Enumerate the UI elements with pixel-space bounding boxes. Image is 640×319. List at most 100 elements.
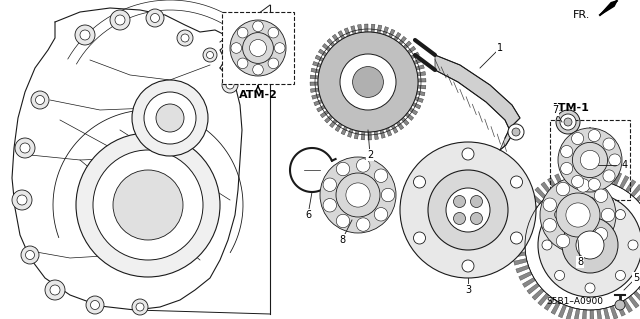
Polygon shape [411,52,419,59]
Text: 2: 2 [367,150,373,160]
Polygon shape [535,187,547,199]
Polygon shape [628,295,639,308]
Polygon shape [586,167,590,180]
Polygon shape [566,307,573,319]
Circle shape [400,142,536,278]
Circle shape [76,133,220,277]
Circle shape [540,177,616,253]
Polygon shape [405,113,413,121]
Polygon shape [541,182,552,195]
Circle shape [353,67,383,97]
Circle shape [226,81,234,89]
Circle shape [556,234,570,248]
Circle shape [374,169,388,182]
Bar [222,12,294,84]
Circle shape [268,27,278,38]
Polygon shape [532,288,544,300]
Text: 8: 8 [577,257,583,267]
Circle shape [86,296,104,314]
Polygon shape [600,168,606,182]
Polygon shape [312,94,320,99]
Text: 7: 7 [552,105,558,115]
Circle shape [50,285,60,295]
Polygon shape [593,167,598,180]
Circle shape [413,176,426,188]
Text: 4: 4 [622,160,628,170]
Circle shape [374,208,388,221]
Polygon shape [538,293,549,306]
Polygon shape [327,39,335,47]
Polygon shape [417,71,426,76]
Circle shape [144,92,196,144]
Circle shape [75,25,95,45]
Polygon shape [512,245,525,249]
Circle shape [21,246,39,264]
Circle shape [356,159,370,172]
Polygon shape [620,175,629,189]
Circle shape [542,240,552,250]
Polygon shape [317,105,325,112]
Text: S5B1–A0900: S5B1–A0900 [547,298,604,307]
Circle shape [80,30,90,40]
Polygon shape [516,265,529,273]
Polygon shape [519,271,532,280]
Circle shape [580,150,600,170]
Circle shape [150,13,159,23]
Circle shape [562,217,618,273]
Polygon shape [417,91,425,96]
Text: 6: 6 [305,210,311,220]
Circle shape [413,232,426,244]
Circle shape [572,132,584,145]
Polygon shape [517,213,531,222]
Polygon shape [574,308,580,319]
Circle shape [585,197,595,207]
Polygon shape [374,131,378,140]
Circle shape [253,21,263,32]
Circle shape [17,195,27,205]
Circle shape [555,210,564,219]
Circle shape [156,104,184,132]
Circle shape [512,128,520,136]
Circle shape [323,178,337,191]
Polygon shape [399,36,406,45]
Polygon shape [323,43,331,51]
Circle shape [508,124,524,140]
Circle shape [320,157,396,233]
Polygon shape [555,174,564,187]
Polygon shape [544,298,555,310]
Circle shape [93,150,203,260]
Polygon shape [415,97,424,103]
Circle shape [603,138,615,150]
Circle shape [222,77,238,93]
Circle shape [576,231,604,259]
Circle shape [595,227,608,241]
Polygon shape [354,130,359,139]
Circle shape [110,10,130,30]
Polygon shape [361,132,365,140]
Circle shape [15,138,35,158]
Polygon shape [525,199,538,210]
Polygon shape [558,304,566,318]
Circle shape [577,179,590,192]
Polygon shape [623,300,632,313]
Circle shape [181,34,189,42]
Circle shape [237,27,248,38]
Circle shape [132,299,148,315]
Polygon shape [562,171,570,184]
Polygon shape [318,49,327,56]
Circle shape [336,214,349,228]
Circle shape [243,33,273,63]
Circle shape [31,91,49,109]
Polygon shape [311,68,319,73]
Polygon shape [351,26,356,34]
Polygon shape [368,132,371,140]
Circle shape [323,198,337,212]
Polygon shape [613,172,621,186]
Text: 1: 1 [497,43,503,53]
Polygon shape [338,31,345,39]
Circle shape [336,173,380,217]
Polygon shape [315,55,324,62]
Circle shape [511,176,522,188]
Polygon shape [416,65,424,70]
Circle shape [525,180,640,310]
